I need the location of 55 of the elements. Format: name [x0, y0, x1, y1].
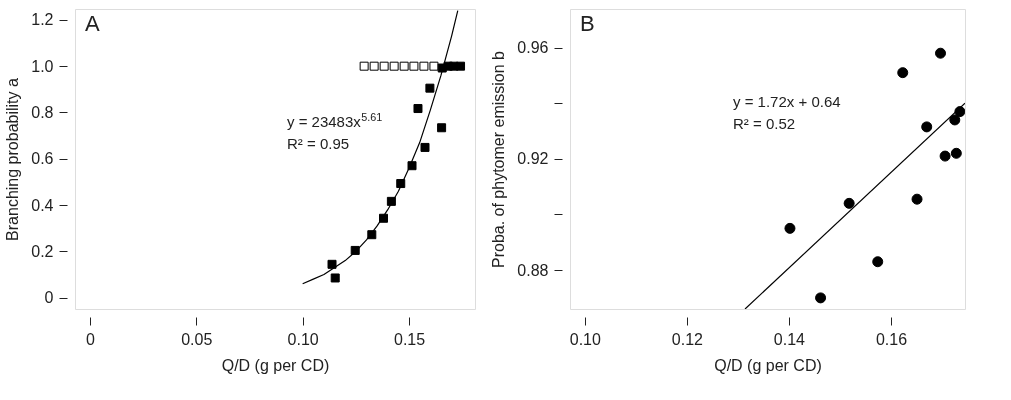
y-tick-label: 0.4 — [31, 196, 54, 214]
point — [359, 61, 369, 71]
y-tick-label: 0 — [44, 289, 54, 307]
y-tick-label: 1.0 — [31, 57, 54, 75]
point — [407, 161, 417, 171]
point — [872, 256, 884, 268]
annotation: y = 1.72x + 0.64 — [733, 93, 841, 110]
point — [399, 61, 409, 71]
x-tick-label: 0.10 — [569, 330, 601, 348]
point — [413, 104, 423, 114]
x-tick-label: 0.16 — [875, 330, 908, 348]
point — [911, 193, 923, 205]
point — [954, 106, 965, 118]
x-tick-label: 0.05 — [181, 330, 213, 348]
y-tick-label: 0.2 — [31, 242, 54, 260]
y-axis-title: Proba. of phytomer emission b — [490, 50, 508, 268]
point — [843, 197, 855, 209]
annotation: B — [580, 11, 595, 36]
point — [949, 114, 961, 126]
y-tick-label: 1.2 — [31, 11, 54, 29]
point — [456, 61, 466, 71]
point — [389, 61, 399, 71]
point — [419, 61, 429, 71]
x-tick-label: 0.15 — [393, 330, 426, 348]
point — [935, 47, 946, 59]
y-tick-label: 0.6 — [31, 150, 54, 168]
point — [950, 147, 962, 159]
x-tick-label: 0.12 — [671, 330, 704, 348]
y-axis-title: Branching probability a — [4, 78, 22, 241]
x-tick-label: 0.14 — [773, 330, 806, 348]
point — [897, 67, 909, 79]
point — [409, 61, 419, 71]
point — [425, 83, 435, 93]
y-tick-label: 0.96 — [517, 39, 549, 57]
point — [369, 61, 379, 71]
point — [327, 259, 337, 269]
point — [330, 273, 340, 283]
point — [379, 61, 389, 71]
point — [815, 292, 827, 304]
annotation: R² = 0.52 — [733, 115, 796, 132]
x-tick-label: 0.10 — [287, 330, 319, 348]
point — [784, 222, 796, 234]
y-tick-label: 0.8 — [31, 103, 54, 121]
point — [939, 150, 951, 162]
x-tick-label: 0 — [85, 330, 95, 348]
annotation: A — [85, 11, 100, 36]
y-tick-label: 0.92 — [517, 150, 549, 168]
point — [429, 61, 439, 71]
y-tick-label: 0.88 — [517, 261, 549, 279]
x-axis-title: Q/D (g per CD) — [221, 356, 330, 374]
point — [420, 142, 430, 152]
point — [437, 123, 447, 133]
point — [921, 121, 933, 133]
annotation: R² = 0.95 — [287, 135, 350, 152]
x-axis-title: Q/D (g per CD) — [714, 356, 822, 374]
